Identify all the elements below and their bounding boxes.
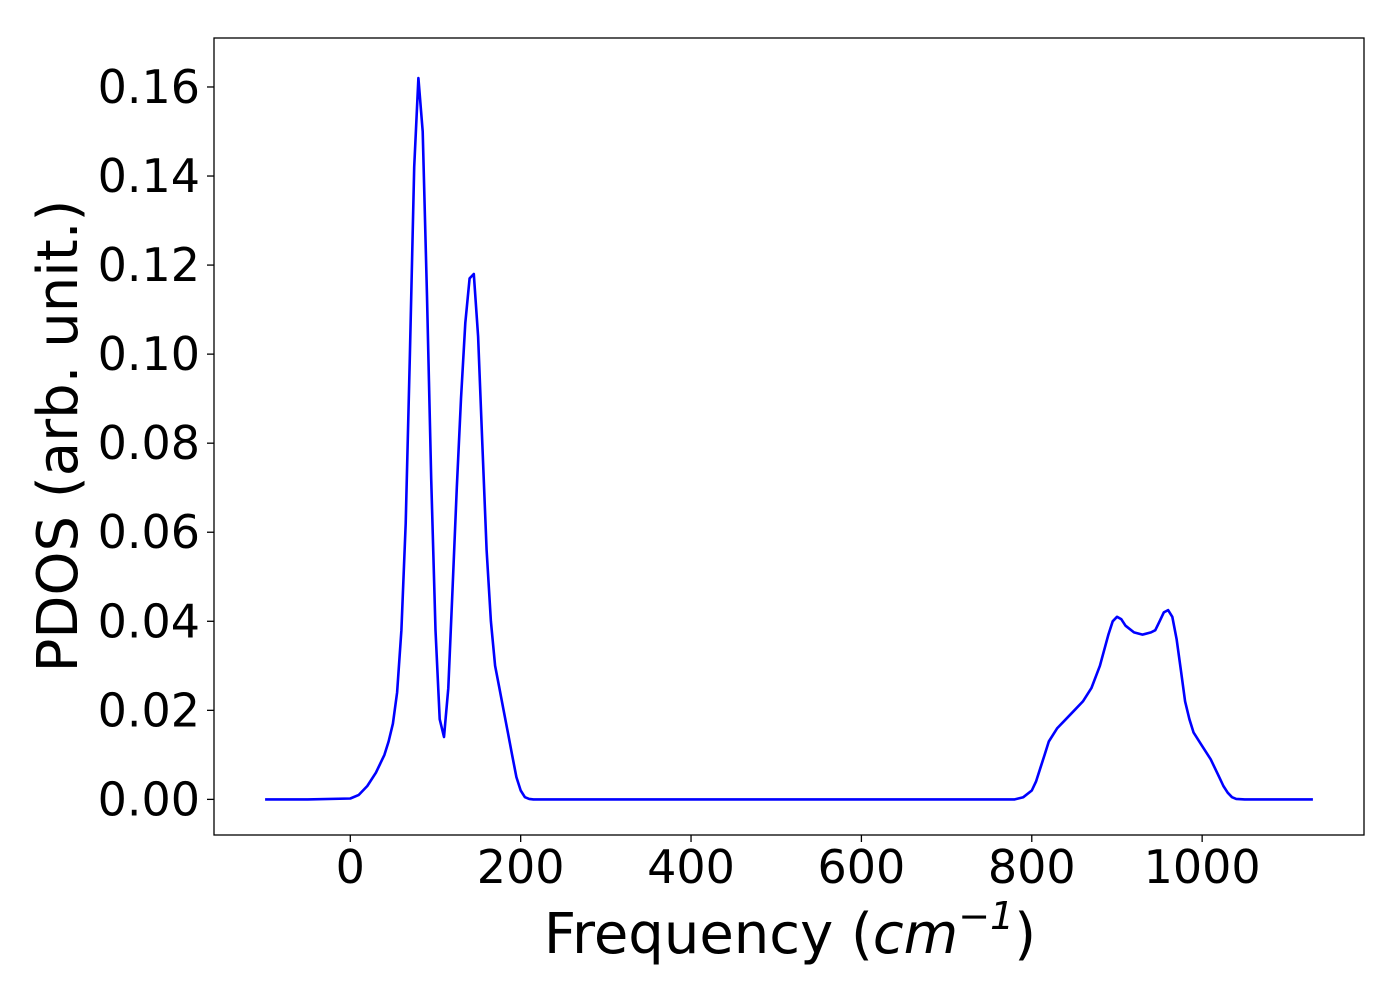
- y-axis: 0.00 0.02 0.04 0.06 0.08 0.10 0.12 0.14 0.16: [98, 60, 214, 826]
- plot-frame: [213, 37, 1365, 836]
- y-axis-label: PDOS (arb. unit.): [26, 200, 91, 673]
- x-axis-label-exponent: −1: [958, 894, 1014, 938]
- x-axis-label-close: ): [1014, 902, 1036, 967]
- y-tick-label: 0.06: [98, 505, 200, 559]
- pdos-series-line: [265, 76, 1313, 801]
- y-tick-label: 0.04: [98, 594, 200, 648]
- x-axis-label-unit: cm: [873, 902, 958, 967]
- y-tick-label: 0.08: [98, 416, 200, 470]
- x-axis: 0 200 400 600 800 1000: [336, 835, 1261, 894]
- y-tick-label: 0.00: [98, 772, 200, 826]
- x-tick-label: 600: [818, 840, 906, 894]
- y-tick-label: 0.12: [98, 238, 200, 292]
- x-tick-label: 200: [477, 840, 565, 894]
- y-tick-label: 0.14: [98, 149, 200, 203]
- x-tick-label: 1000: [1144, 840, 1261, 894]
- x-tick-label: 800: [988, 840, 1076, 894]
- x-tick-label: 0: [336, 840, 365, 894]
- y-tick-label: 0.02: [98, 683, 200, 737]
- x-axis-label-main: Frequency (: [544, 902, 873, 967]
- y-tick-label: 0.16: [98, 60, 200, 114]
- x-tick-label: 400: [647, 840, 735, 894]
- plot-area: [265, 76, 1313, 801]
- y-tick-label: 0.10: [98, 327, 200, 381]
- x-axis-label: Frequency (cm−1): [544, 894, 1036, 967]
